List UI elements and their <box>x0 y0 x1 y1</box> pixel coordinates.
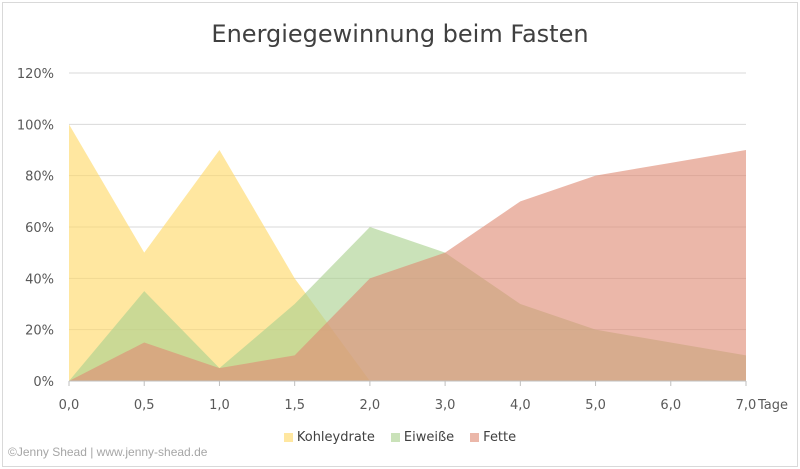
x-tick-label: 6,0 <box>660 398 681 413</box>
area-kohleydrate <box>69 124 746 381</box>
y-tick-label: 20% <box>25 324 54 339</box>
legend-label: Kohleydrate <box>296 430 375 445</box>
legend-swatch <box>390 433 400 442</box>
legend-swatch <box>283 433 293 442</box>
legend-label: Eiweiße <box>403 430 455 445</box>
x-tick-label: 0,5 <box>134 398 155 413</box>
legend-item: Eiweiße <box>390 430 455 445</box>
legend-item: Kohleydrate <box>283 430 375 445</box>
y-tick-label: 100% <box>17 118 54 133</box>
y-tick-label: 80% <box>25 170 54 185</box>
x-tick-label: 4,0 <box>510 398 531 413</box>
legend: Kohleydrate Eiweiße Fette <box>0 430 800 446</box>
x-tick-label: 1,5 <box>284 398 305 413</box>
legend-swatch <box>470 433 480 442</box>
y-tick-label: 40% <box>25 272 54 287</box>
legend-item: Fette <box>470 430 516 445</box>
credit-text: ©Jenny Shead | www.jenny-shead.de <box>8 445 208 459</box>
x-tick-label: 1,0 <box>209 398 230 413</box>
y-tick-label: 120% <box>17 67 54 82</box>
area-fette <box>69 150 746 381</box>
y-tick-label: 0% <box>33 375 54 390</box>
x-tick-label: 0,0 <box>59 398 80 413</box>
x-tick-label: 3,0 <box>435 398 456 413</box>
legend-label: Fette <box>483 430 517 445</box>
chart-title: Energiegewinnung beim Fasten <box>211 20 589 48</box>
x-tick-label: 2,0 <box>360 398 381 413</box>
x-tick-label: 5,0 <box>585 398 606 413</box>
x-axis-label: Tage <box>757 398 788 413</box>
x-tick-label: 7,0 <box>736 398 757 413</box>
y-tick-label: 60% <box>25 221 54 236</box>
